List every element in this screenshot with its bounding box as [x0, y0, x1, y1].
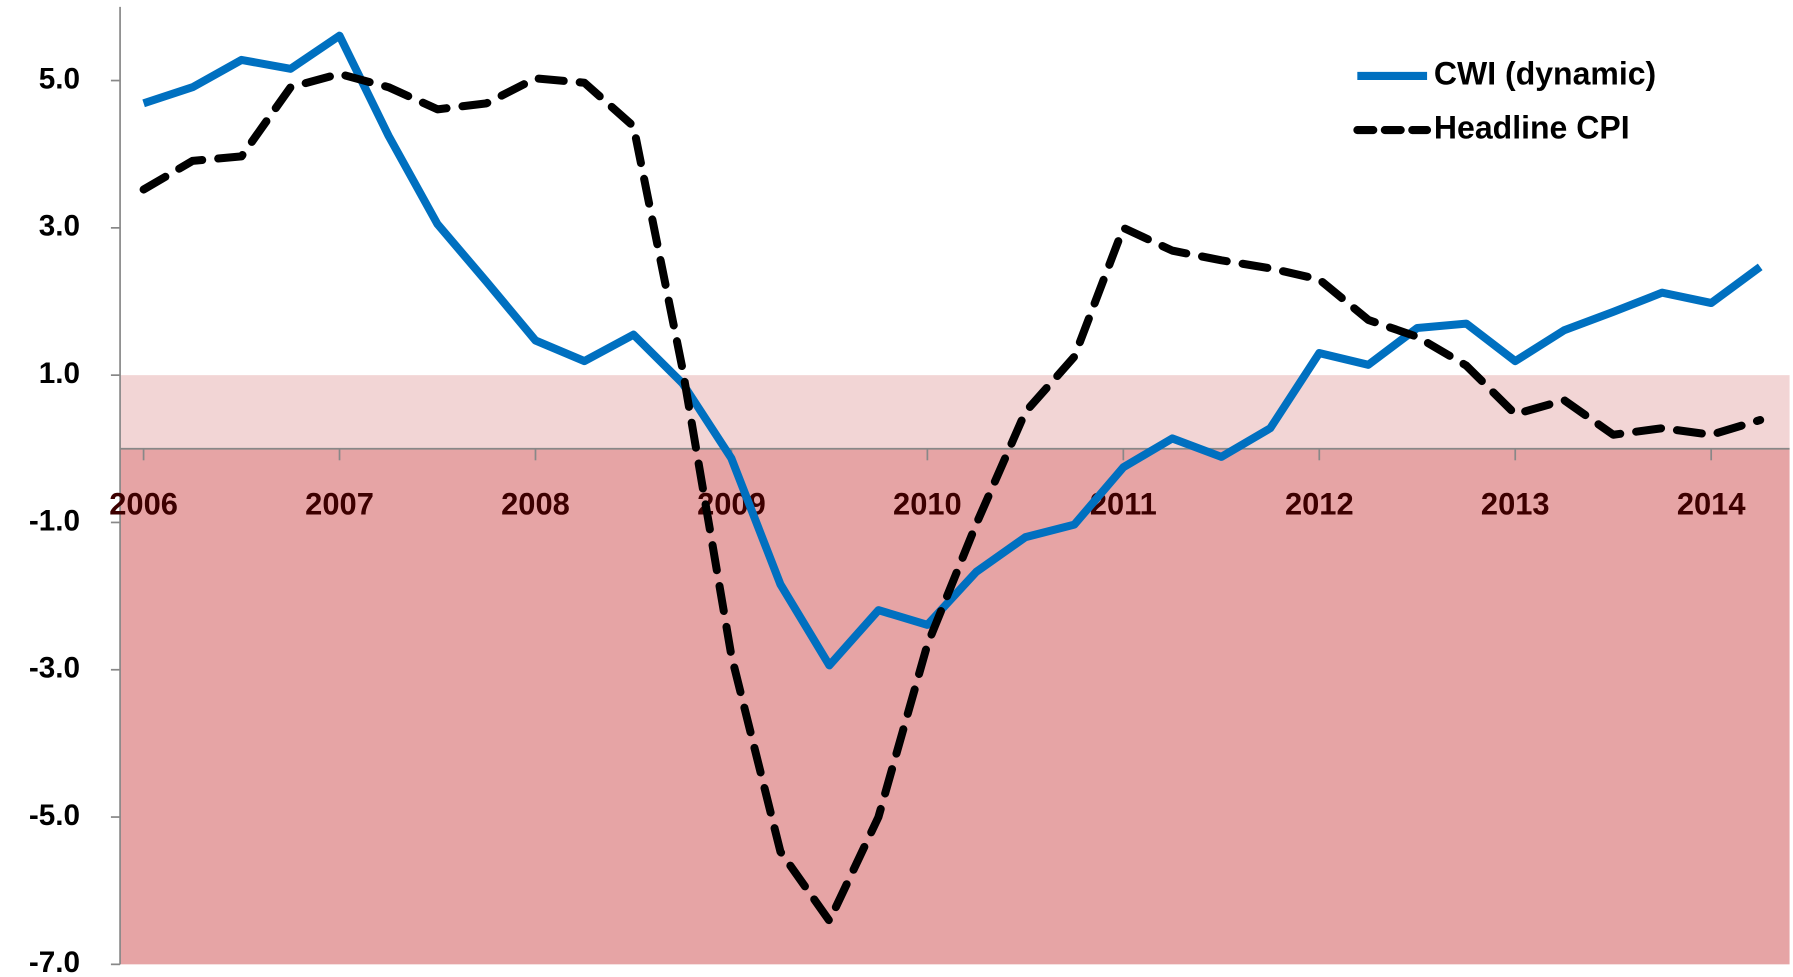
x-tick-label: 2008 — [501, 486, 570, 521]
x-tick-label: 2007 — [305, 486, 374, 521]
y-tick-label: 1.0 — [39, 357, 80, 390]
shaded-band — [120, 448, 1790, 965]
y-tick-label: -3.0 — [29, 652, 80, 685]
y-tick-label: -7.0 — [29, 946, 80, 977]
y-tick-label: -5.0 — [29, 799, 80, 832]
x-tick-label: 2012 — [1285, 486, 1354, 521]
shaded-band — [120, 375, 1790, 449]
x-tick-label: 2006 — [109, 486, 178, 521]
legend-label: Headline CPI — [1434, 109, 1630, 145]
y-tick-label: -1.0 — [29, 504, 80, 537]
series-line — [142, 31, 1763, 670]
x-tick-label: 2010 — [893, 486, 962, 521]
x-tick-label: 2013 — [1481, 486, 1550, 521]
legend-label: CWI (dynamic) — [1434, 55, 1656, 91]
y-tick-label: 3.0 — [39, 210, 80, 243]
y-tick-label: 5.0 — [39, 62, 80, 95]
series-line — [139, 69, 1765, 925]
x-tick-label: 2014 — [1677, 486, 1746, 521]
